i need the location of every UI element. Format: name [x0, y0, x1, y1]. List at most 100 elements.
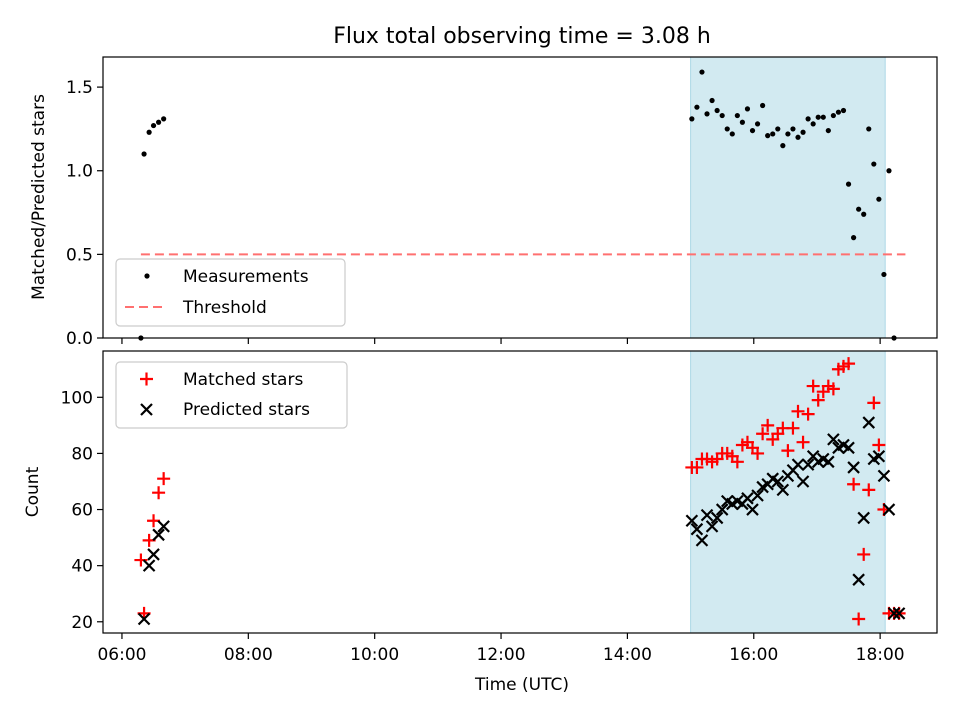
predicted-star-point	[796, 475, 810, 488]
predicted-star-point	[847, 461, 860, 474]
measurement-point	[851, 235, 857, 241]
measurement-point	[734, 112, 740, 119]
predicted-star-point	[685, 514, 699, 528]
measurement-point	[150, 122, 157, 129]
predicted-star-point	[741, 492, 754, 505]
measurement-point	[704, 111, 710, 117]
predicted-star-point	[776, 483, 790, 497]
matched-star-point	[872, 438, 886, 452]
predicted-star-point	[715, 503, 729, 516]
measurement-point	[856, 206, 862, 212]
chart-title: Flux total observing time = 3.08 h	[333, 24, 711, 49]
measurement-point	[760, 102, 766, 109]
measurement-point	[785, 131, 791, 137]
predicted-star-point	[142, 559, 156, 572]
measurement-point	[749, 127, 756, 134]
predicted-star-point	[852, 573, 865, 586]
top-y-axis-ticks: 0.0 0.5 1.0 1.5	[66, 78, 103, 349]
predicted-star-point	[892, 607, 906, 620]
bottom-y-tick-label: 100	[61, 388, 93, 408]
bottom-legend-box	[115, 361, 348, 429]
measurement-point	[810, 121, 816, 127]
predicted-star-point	[746, 503, 759, 516]
predicted-star-point	[882, 503, 896, 516]
top-y-tick-label: 1.5	[66, 78, 93, 98]
top-highlight-span	[690, 56, 886, 339]
matched-star-point	[791, 404, 805, 418]
bottom-x-tick-label: 10:00	[350, 645, 399, 665]
measurement-point	[861, 211, 867, 217]
legend-matched-marker	[140, 372, 153, 386]
legend-measurements-marker	[144, 273, 150, 279]
measurement-point	[754, 121, 761, 127]
bottom-y-axis-label: Count	[23, 466, 43, 517]
top-legend: Measurements Threshold	[115, 258, 346, 327]
predicted-star-point	[822, 455, 835, 469]
bottom-highlight-span	[690, 350, 886, 634]
measurement-point	[881, 271, 887, 278]
bottom-plot-frame	[102, 350, 938, 634]
predicted-star-point	[137, 612, 151, 626]
bottom-x-tick-label: 08:00	[224, 645, 273, 665]
predicted-star-point	[877, 469, 891, 483]
measurement-point	[775, 126, 781, 132]
measurement-point	[835, 109, 842, 115]
predicted-star-point	[887, 607, 901, 620]
matched-star-point	[786, 421, 800, 435]
measurement-point	[800, 129, 806, 135]
top-plot-frame	[102, 56, 938, 339]
bottom-y-tick-label: 40	[71, 557, 93, 577]
bottom-y-tick-label: 80	[71, 444, 93, 464]
top-x-axis-ticks	[121, 338, 881, 344]
measurement-point	[876, 196, 882, 202]
measurement-point	[714, 107, 720, 114]
bottom-x-tick-label: 14:00	[603, 645, 652, 665]
legend-measurements-label: Measurements	[183, 267, 309, 287]
bottom-x-axis-ticks: 06:00 08:00 10:00 12:00 14:00 16:00 18:00	[97, 633, 905, 665]
top-y-tick-label: 1.0	[66, 162, 93, 182]
matched-star-point	[796, 435, 810, 449]
matched-star-point	[134, 553, 148, 567]
bottom-x-tick-label: 18:00	[856, 645, 905, 665]
bottom-y-tick-label: 20	[71, 613, 93, 633]
measurement-point	[765, 133, 771, 139]
predicted-star-point	[147, 548, 160, 561]
measurement-point	[886, 168, 892, 174]
measurement-point	[729, 131, 735, 137]
bottom-y-tick-label: 60	[71, 501, 93, 521]
measurement-point	[719, 112, 725, 119]
measurement-point	[709, 97, 715, 104]
matched-star-point	[826, 382, 840, 396]
matched-star-point	[806, 379, 820, 393]
predicted-star-point	[690, 522, 704, 536]
measurement-point	[739, 119, 746, 125]
matched-star-point	[751, 446, 765, 460]
legend-predicted-label: Predicted stars	[183, 400, 310, 420]
predicted-star-point	[710, 511, 724, 525]
measurement-point	[146, 129, 152, 135]
measurement-point	[845, 181, 852, 187]
measurement-point	[805, 116, 811, 122]
predicted-star-point	[695, 534, 709, 547]
measurement-point	[694, 104, 700, 110]
measurement-point	[820, 114, 826, 120]
matched-star-point	[857, 547, 871, 561]
measurement-point	[156, 119, 162, 125]
x-axis-label: Time (UTC)	[474, 675, 569, 695]
matched-star-point	[761, 418, 775, 432]
top-legend-box	[115, 258, 346, 327]
predicted-star-point	[801, 458, 815, 471]
bottom-legend: Matched stars Predicted stars	[115, 361, 348, 429]
legend-threshold-label: Threshold	[182, 298, 267, 318]
predicted-star-point	[751, 489, 764, 502]
matched-star-point	[867, 396, 881, 410]
legend-matched-label: Matched stars	[183, 370, 303, 390]
measurement-points	[138, 69, 897, 341]
predicted-star-point	[771, 475, 785, 488]
legend-predicted-marker	[140, 403, 153, 416]
matched-star-point	[152, 486, 166, 500]
predicted-star-point	[842, 441, 855, 455]
measurement-point	[795, 134, 801, 140]
predicted-star-point	[157, 520, 170, 533]
